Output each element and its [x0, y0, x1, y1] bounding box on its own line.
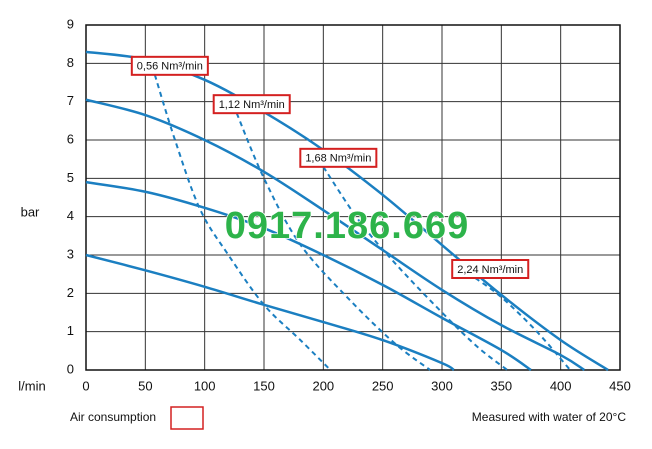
air-consumption-curve [322, 166, 508, 371]
y-tick-label: 4 [67, 208, 74, 223]
curve-label-box [451, 259, 530, 279]
flow-curve [85, 253, 455, 372]
x-tick-label: 250 [372, 378, 394, 393]
plot-border [85, 24, 621, 371]
y-tick-label: 2 [67, 285, 74, 300]
curve-label: 1,68 Nm³/min [305, 153, 371, 165]
legend-swatch [170, 406, 204, 430]
y-tick-label: 1 [67, 323, 74, 338]
watermark: 0917.186.669 [225, 205, 469, 247]
note: Measured with water of 20°C [472, 410, 627, 424]
y-tick-label: 9 [67, 16, 74, 31]
x-tick-label: 50 [138, 378, 152, 393]
curve-label: 0,56 Nm³/min [137, 61, 203, 73]
air-consumption-curve [235, 112, 431, 371]
y-tick-label: 8 [67, 55, 74, 70]
legend-label: Air consumption [70, 410, 156, 424]
x-tick-label: 150 [253, 378, 275, 393]
x-tick-label: 200 [312, 378, 334, 393]
x-tick-label: 350 [490, 378, 512, 393]
x-axis-label: l/min [18, 378, 45, 393]
curve-label: 1,12 Nm³/min [219, 99, 285, 111]
air-consumption-curve [474, 277, 571, 371]
x-tick-label: 300 [431, 378, 453, 393]
y-axis-label: bar [21, 204, 40, 219]
curve-label-box [212, 94, 291, 115]
curve-label-box [130, 55, 209, 76]
y-tick-label: 5 [67, 170, 74, 185]
curve-label-box [299, 147, 378, 168]
x-tick-label: 100 [194, 378, 216, 393]
flow-curve [85, 98, 586, 372]
x-tick-label: 0 [82, 378, 89, 393]
y-tick-label: 7 [67, 93, 74, 108]
curve-label: 2,24 Nm³/min [457, 264, 523, 276]
x-tick-label: 400 [550, 378, 572, 393]
y-tick-label: 3 [67, 246, 74, 261]
y-tick-label: 0 [67, 361, 74, 376]
x-tick-label: 450 [609, 378, 631, 393]
air-consumption-curve [153, 74, 332, 371]
y-tick-label: 6 [67, 131, 74, 146]
flow-curve [85, 180, 532, 372]
